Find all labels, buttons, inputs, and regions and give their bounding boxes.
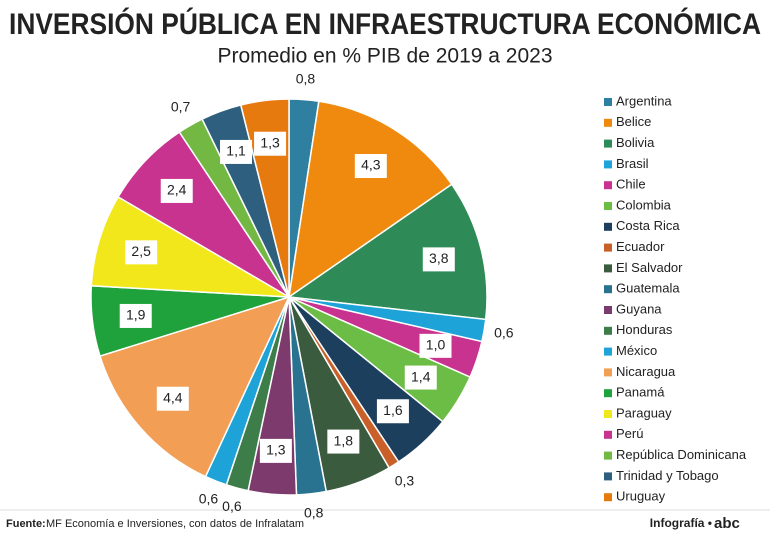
legend-label: Bolivia [616, 135, 655, 150]
legend-swatch [604, 98, 612, 106]
legend-swatch [604, 181, 612, 190]
legend-swatch [604, 430, 612, 439]
value-label-box [419, 333, 452, 358]
legend-label: Nicaragua [616, 364, 676, 379]
legend-swatch [604, 139, 612, 148]
source-label: Fuente: [6, 518, 46, 530]
legend-swatch [604, 306, 612, 314]
legend-label: Brasil [616, 156, 649, 171]
legend-label: Paraguay [616, 405, 672, 420]
legend-swatch [604, 493, 612, 502]
legend-swatch [604, 347, 612, 356]
value-label-box [404, 365, 437, 390]
value-label: 1,6 [383, 402, 403, 418]
legend-label: Colombia [616, 197, 672, 212]
value-label: 0,6 [199, 490, 219, 506]
value-label: 3,8 [429, 250, 449, 266]
chart-title: INVERSIÓN PÚBLICA EN INFRAESTRUCTURA ECO… [9, 7, 761, 41]
value-label: 2,4 [167, 182, 187, 198]
legend-label: Guatemala [616, 281, 680, 296]
value-label-box [327, 429, 360, 454]
value-label-box [376, 399, 409, 424]
legend-label: Panamá [616, 385, 665, 400]
legend-label: Chile [616, 177, 646, 192]
chart-subtitle: Promedio en % PIB de 2019 a 2023 [217, 45, 552, 68]
legend-swatch [604, 243, 612, 252]
value-label: 2,5 [131, 243, 151, 259]
legend-label: Uruguay [616, 489, 666, 504]
value-label-box [160, 178, 193, 203]
source: MF Economía e Inversiones, con datos de … [46, 518, 304, 530]
value-label: 0,6 [222, 498, 242, 514]
value-label-box [354, 154, 387, 179]
value-label-box [259, 438, 292, 463]
legend-label: Perú [616, 426, 643, 441]
legend-label: Trinidad y Tobago [616, 468, 719, 483]
legend-swatch [604, 410, 612, 418]
value-label: 1,4 [411, 368, 431, 384]
legend-label: Belice [616, 114, 651, 129]
legend-swatch [604, 202, 612, 210]
legend-label: México [616, 343, 657, 358]
logo: abc [714, 515, 740, 532]
value-label: 1,0 [426, 337, 446, 353]
value-label: 0,6 [494, 325, 514, 341]
value-label-box [220, 139, 253, 164]
legend-label: El Salvador [616, 260, 683, 275]
value-label-box [125, 240, 158, 265]
legend-swatch [604, 285, 612, 294]
pie-slice [287, 100, 453, 299]
value-label-box [254, 131, 287, 156]
legend-label: República Dominicana [616, 447, 747, 462]
value-label: 0,8 [304, 504, 324, 520]
value-label-box [119, 303, 152, 328]
legend-swatch [604, 472, 612, 481]
legend-swatch [604, 389, 612, 398]
legend-swatch [604, 326, 612, 335]
value-label: 1,3 [260, 134, 280, 150]
legend-swatch [604, 368, 612, 377]
value-label-box [422, 247, 455, 272]
value-label: 1,8 [334, 432, 354, 448]
value-label: 1,3 [266, 442, 286, 458]
value-label: 0,7 [171, 99, 191, 115]
value-label: 1,9 [126, 307, 146, 323]
value-label: 4,4 [163, 389, 183, 405]
legend-label: Honduras [616, 322, 673, 337]
value-label: 0,3 [395, 473, 415, 489]
legend-label: Ecuador [616, 239, 665, 254]
legend-swatch [604, 118, 612, 127]
legend-label: Argentina [616, 93, 672, 108]
legend-label: Guyana [616, 301, 662, 316]
pie-slice [286, 183, 488, 321]
value-label: 4,3 [361, 157, 381, 173]
legend-swatch [604, 160, 612, 169]
legend-swatch [604, 451, 612, 460]
value-label: 1,1 [226, 143, 246, 159]
legend-label: Costa Rica [616, 218, 680, 233]
value-label: 0,8 [296, 70, 316, 86]
legend-swatch [604, 264, 612, 273]
value-label-box [156, 386, 189, 411]
credit: Infografía • [650, 516, 712, 530]
legend-swatch [604, 222, 612, 231]
